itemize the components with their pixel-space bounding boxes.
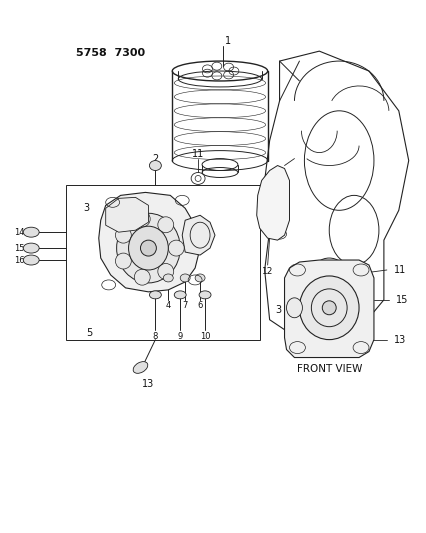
Text: 13: 13 bbox=[393, 335, 405, 345]
Text: 5758  7300: 5758 7300 bbox=[76, 48, 145, 58]
Polygon shape bbox=[98, 192, 200, 292]
Ellipse shape bbox=[163, 274, 173, 282]
Text: 4: 4 bbox=[130, 205, 136, 215]
Text: 10: 10 bbox=[199, 332, 210, 341]
Ellipse shape bbox=[134, 211, 150, 227]
Ellipse shape bbox=[115, 227, 131, 243]
Text: 11: 11 bbox=[393, 265, 405, 275]
Text: 7: 7 bbox=[182, 301, 187, 310]
Ellipse shape bbox=[115, 253, 131, 269]
Ellipse shape bbox=[286, 298, 302, 318]
Text: 8: 8 bbox=[153, 332, 158, 341]
Ellipse shape bbox=[133, 361, 147, 373]
Polygon shape bbox=[106, 197, 148, 232]
Text: 3: 3 bbox=[83, 203, 89, 213]
Text: 1: 1 bbox=[225, 36, 230, 46]
Ellipse shape bbox=[299, 276, 358, 340]
Text: 12: 12 bbox=[261, 268, 273, 277]
Text: 11: 11 bbox=[192, 149, 204, 159]
Ellipse shape bbox=[149, 291, 161, 299]
Text: 9: 9 bbox=[177, 332, 182, 341]
Text: 15: 15 bbox=[14, 244, 24, 253]
Text: FRONT VIEW: FRONT VIEW bbox=[296, 365, 361, 375]
Ellipse shape bbox=[23, 243, 39, 253]
Text: 2: 2 bbox=[152, 154, 158, 164]
Polygon shape bbox=[256, 166, 289, 240]
Ellipse shape bbox=[149, 160, 161, 171]
Ellipse shape bbox=[168, 240, 184, 256]
Ellipse shape bbox=[128, 226, 168, 270]
Ellipse shape bbox=[158, 263, 173, 279]
Text: 13: 13 bbox=[142, 379, 154, 390]
Text: 16: 16 bbox=[14, 255, 25, 264]
Ellipse shape bbox=[158, 217, 173, 233]
Ellipse shape bbox=[23, 255, 39, 265]
Ellipse shape bbox=[174, 291, 186, 299]
Text: 15: 15 bbox=[395, 295, 407, 305]
Ellipse shape bbox=[180, 274, 190, 282]
Polygon shape bbox=[284, 260, 373, 358]
Text: 4: 4 bbox=[165, 301, 170, 310]
Ellipse shape bbox=[322, 301, 335, 315]
Polygon shape bbox=[182, 215, 214, 255]
Ellipse shape bbox=[134, 269, 150, 285]
Ellipse shape bbox=[116, 213, 180, 283]
Ellipse shape bbox=[140, 240, 156, 256]
Text: 14: 14 bbox=[14, 228, 24, 237]
Text: 5: 5 bbox=[86, 328, 92, 337]
Ellipse shape bbox=[23, 227, 39, 237]
Ellipse shape bbox=[195, 274, 204, 282]
Text: 6: 6 bbox=[197, 301, 202, 310]
Ellipse shape bbox=[199, 291, 210, 299]
Text: 3: 3 bbox=[275, 305, 281, 315]
